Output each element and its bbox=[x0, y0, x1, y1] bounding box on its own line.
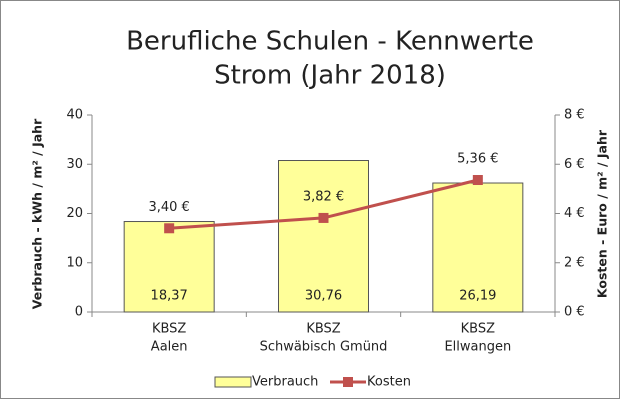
y-tick-label: 30 bbox=[66, 157, 83, 172]
bar-value-label: 26,19 bbox=[459, 289, 496, 304]
legend-swatch bbox=[343, 377, 353, 387]
line-marker bbox=[472, 175, 483, 186]
line-value-label: 3,40 € bbox=[148, 200, 189, 215]
y2-axis-label: Kosten - Euro / m² / Jahr bbox=[595, 129, 610, 298]
chart-title: Strom (Jahr 2018) bbox=[214, 61, 446, 91]
line-marker bbox=[164, 223, 175, 234]
y-tick-label: 40 bbox=[66, 108, 83, 123]
y2-tick-label: 6 € bbox=[564, 157, 585, 172]
x-tick-label: KBSZ bbox=[152, 322, 186, 337]
bar bbox=[278, 160, 369, 313]
y2-tick-label: 2 € bbox=[564, 255, 585, 270]
chart-title: Berufliche Schulen - Kennwerte bbox=[126, 27, 534, 57]
bar bbox=[123, 221, 215, 313]
y-axis-label: Verbrauch - kWh / m² / Jahr bbox=[30, 118, 45, 309]
line-value-label: 3,82 € bbox=[303, 189, 344, 204]
y-tick-label: 10 bbox=[66, 255, 83, 270]
legend-swatch bbox=[214, 376, 252, 388]
y2-tick-label: 8 € bbox=[564, 108, 585, 123]
x-tick-label: Ellwangen bbox=[444, 340, 511, 355]
x-tick-label: KBSZ bbox=[306, 322, 340, 337]
bar bbox=[432, 182, 524, 313]
x-tick-label: Schwäbisch Gmünd bbox=[260, 340, 388, 355]
y2-tick-label: 4 € bbox=[564, 206, 585, 221]
line-marker bbox=[318, 212, 329, 223]
x-tick-label: Aalen bbox=[151, 340, 188, 355]
line-value-label: 5,36 € bbox=[457, 152, 498, 167]
legend-label: Kosten bbox=[367, 375, 411, 390]
y-tick-label: 20 bbox=[66, 206, 83, 221]
bar-value-label: 30,76 bbox=[305, 289, 342, 304]
y-tick-label: 0 bbox=[75, 305, 83, 320]
legend-label: Verbrauch bbox=[252, 375, 318, 390]
bar-value-label: 18,37 bbox=[151, 289, 188, 304]
x-tick-label: KBSZ bbox=[461, 322, 495, 337]
y2-tick-label: 0 € bbox=[564, 305, 585, 320]
